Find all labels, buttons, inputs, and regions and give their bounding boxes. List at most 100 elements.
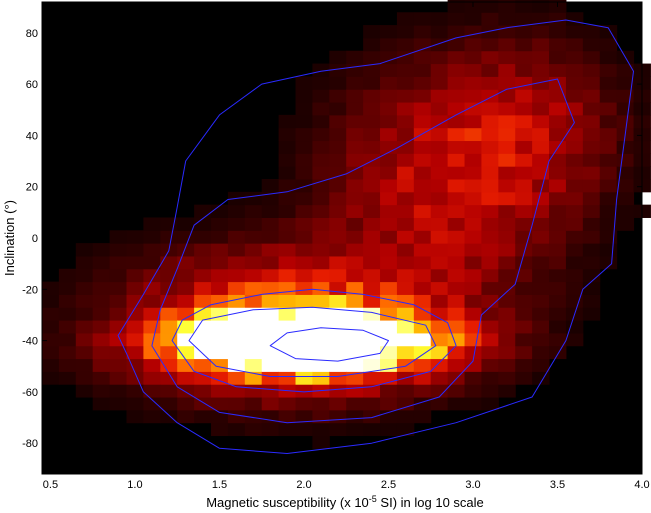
heatmap-cell <box>549 50 567 65</box>
heatmap-cell <box>346 409 364 424</box>
heatmap-cell <box>211 371 229 385</box>
heatmap-cell <box>498 114 516 129</box>
heatmap-cell <box>227 409 246 424</box>
heatmap-cell <box>515 140 533 154</box>
heatmap-cell <box>616 63 635 77</box>
x-axis: 0.5 1.0 1.5 2.0 2.5 3.0 3.5 4.0 <box>43 2 650 491</box>
heatmap-cell <box>363 191 381 206</box>
heatmap-cell <box>346 102 364 116</box>
heatmap-cell <box>363 166 381 180</box>
heatmap-cell <box>329 230 347 244</box>
heatmap-cell <box>160 255 178 270</box>
heatmap-cell <box>396 140 415 154</box>
heatmap-cell <box>58 281 77 295</box>
heatmap-cell <box>312 89 330 103</box>
heatmap-cell <box>261 371 280 385</box>
heatmap-cell <box>346 384 364 398</box>
heatmap-cell <box>278 332 297 347</box>
heatmap-cell <box>346 332 364 347</box>
heatmap-cell <box>532 140 550 154</box>
heatmap-cell <box>227 345 246 360</box>
heatmap-cell <box>42 307 60 321</box>
heatmap-cell <box>464 281 482 295</box>
heatmap-cell <box>211 422 229 437</box>
heatmap-cell <box>244 409 263 424</box>
heatmap-cell <box>380 281 398 295</box>
heatmap-cell <box>312 114 330 129</box>
heatmap-cell <box>143 332 161 347</box>
heatmap-cell <box>75 332 94 347</box>
heatmap-cell <box>312 397 330 411</box>
heatmap-cell <box>481 76 499 90</box>
heatmap-cell <box>295 268 313 283</box>
heatmap-cell <box>312 345 330 360</box>
heatmap-cell <box>177 358 195 372</box>
heatmap-cell <box>244 217 263 231</box>
heatmap-cell <box>227 320 246 334</box>
heatmap-cell <box>413 281 432 295</box>
heatmap-cell <box>363 217 381 231</box>
heatmap-cell <box>312 409 330 424</box>
heatmap-cell <box>363 281 381 295</box>
heatmap-cell <box>565 243 584 257</box>
heatmap-cell <box>227 422 246 437</box>
heatmap-cell <box>599 102 618 116</box>
heatmap-cell <box>464 102 482 116</box>
heatmap-cell <box>549 332 567 347</box>
heatmap-cell <box>194 230 212 244</box>
contour-line <box>117 19 634 454</box>
heatmap-cell <box>515 358 533 372</box>
heatmap-cell <box>261 230 280 244</box>
heatmap-cell <box>447 140 466 154</box>
heatmap-cell <box>278 140 297 154</box>
heatmap-cell <box>346 281 364 295</box>
heatmap-cell <box>92 307 111 321</box>
heatmap-cell <box>143 217 161 231</box>
heatmap-cell <box>92 268 111 283</box>
heatmap-cell <box>498 384 516 398</box>
heatmap-cell <box>295 127 313 142</box>
heatmap-cell <box>599 37 618 52</box>
heatmap-cell <box>549 204 567 218</box>
heatmap-cell <box>295 140 313 154</box>
heatmap-cell <box>481 320 499 334</box>
heatmap-cell <box>498 230 516 244</box>
heatmap-cell <box>312 281 330 295</box>
heatmap-cell <box>194 358 212 372</box>
heatmap-cell <box>380 102 398 116</box>
heatmap-cell <box>126 243 144 257</box>
heatmap-cell <box>413 307 432 321</box>
heatmap-cell <box>481 63 499 77</box>
heatmap-cell <box>464 63 482 77</box>
heatmap-cell <box>312 371 330 385</box>
heatmap-cell <box>295 191 313 206</box>
heatmap-cell <box>261 320 280 334</box>
heatmap-cell <box>447 397 466 411</box>
heatmap-cell <box>481 294 499 308</box>
heatmap-cell <box>396 384 415 398</box>
heatmap-cell <box>75 320 94 334</box>
heatmap-cell <box>396 255 415 270</box>
heatmap-cell <box>380 63 398 77</box>
heatmap-cell <box>464 204 482 218</box>
heatmap-cell <box>549 76 567 90</box>
heatmap-cell <box>42 281 60 295</box>
heatmap-cell <box>515 243 533 257</box>
heatmap-cell <box>177 409 195 424</box>
heatmap-cell <box>498 294 516 308</box>
heatmap-cell <box>244 191 263 206</box>
heatmap-cell <box>160 294 178 308</box>
heatmap-cell <box>194 217 212 231</box>
heatmap-cell <box>498 102 516 116</box>
heatmap-cell <box>582 281 601 295</box>
heatmap-cell <box>346 89 364 103</box>
heatmap-cell <box>143 371 161 385</box>
heatmap-cell <box>565 217 584 231</box>
heatmap-cell <box>312 255 330 270</box>
heatmap-cell <box>278 127 297 142</box>
heatmap-cell <box>430 268 449 283</box>
heatmap-cell <box>413 102 432 116</box>
heatmap-cell <box>447 371 466 385</box>
heatmap-cell <box>278 230 297 244</box>
heatmap-cell <box>227 294 246 308</box>
